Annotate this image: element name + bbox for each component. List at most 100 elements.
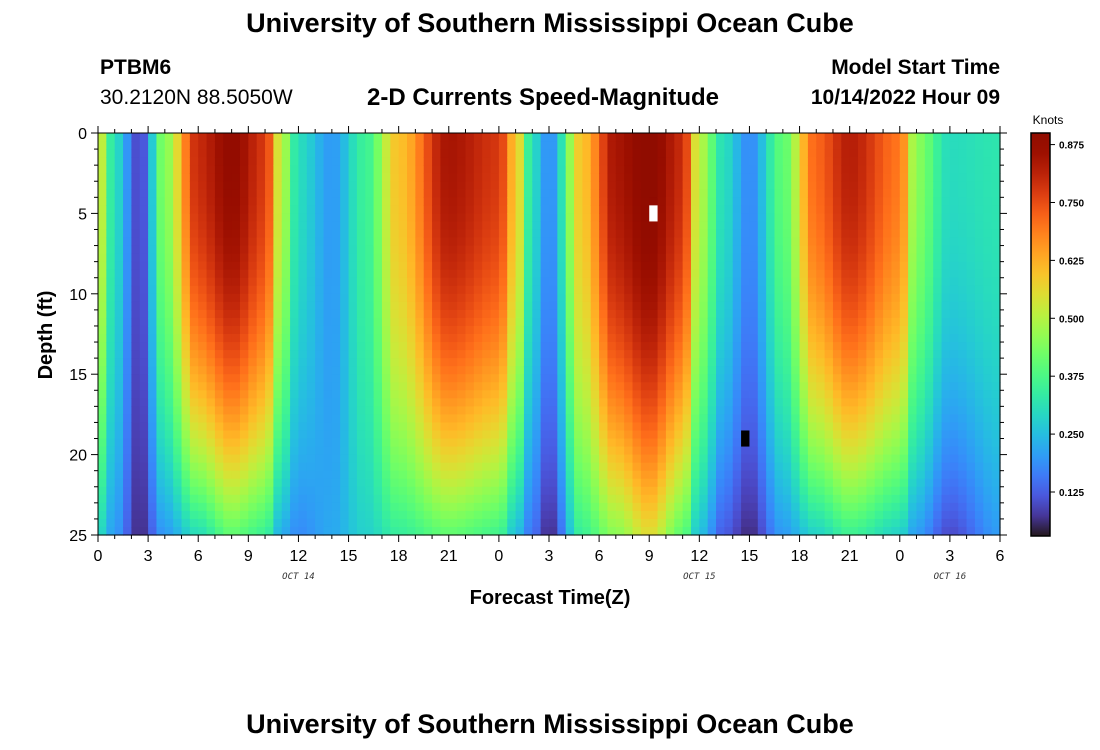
heatmap-cell bbox=[239, 406, 249, 415]
heatmap-cell bbox=[340, 526, 350, 536]
heatmap-cell bbox=[490, 478, 500, 488]
heatmap-cell bbox=[908, 446, 918, 456]
heatmap-cell bbox=[139, 366, 149, 375]
heatmap-cell bbox=[315, 358, 325, 367]
heatmap-cell bbox=[832, 342, 842, 351]
heatmap-cell bbox=[649, 462, 659, 472]
heatmap-cell bbox=[265, 293, 274, 303]
heatmap-cell bbox=[849, 398, 859, 407]
heatmap-cell bbox=[423, 309, 433, 319]
heatmap-cell bbox=[465, 518, 475, 528]
heatmap-cell bbox=[774, 422, 784, 432]
heatmap-cell bbox=[256, 253, 266, 263]
heatmap-cell bbox=[732, 414, 742, 424]
heatmap-cell bbox=[574, 277, 584, 287]
heatmap-cell bbox=[841, 518, 851, 528]
heatmap-cell bbox=[515, 334, 525, 343]
heatmap-cell bbox=[632, 374, 642, 383]
heatmap-cell bbox=[649, 133, 659, 142]
heatmap-cell bbox=[682, 205, 692, 214]
heatmap-cell bbox=[899, 414, 909, 424]
heatmap-cell bbox=[582, 189, 592, 198]
heatmap-cell bbox=[624, 245, 634, 255]
heatmap-cell bbox=[891, 430, 901, 440]
heatmap-cell bbox=[273, 301, 283, 311]
heatmap-cell bbox=[173, 422, 183, 432]
heatmap-cell bbox=[682, 293, 692, 303]
heatmap-cell bbox=[707, 518, 717, 528]
heatmap-cell bbox=[741, 358, 751, 367]
heatmap-cell bbox=[482, 502, 492, 512]
heatmap-cell bbox=[849, 141, 859, 150]
heatmap-cell bbox=[198, 366, 208, 375]
heatmap-cell bbox=[590, 149, 600, 158]
heatmap-cell bbox=[874, 374, 884, 383]
heatmap-cell bbox=[156, 325, 166, 335]
heatmap-cell bbox=[707, 502, 717, 512]
heatmap-cell bbox=[816, 309, 826, 319]
heatmap-cell bbox=[189, 133, 199, 142]
heatmap-cell bbox=[448, 277, 458, 287]
heatmap-cell bbox=[189, 486, 199, 496]
heatmap-cell bbox=[682, 189, 692, 198]
heatmap-cell bbox=[699, 422, 709, 432]
heatmap-cell bbox=[866, 173, 876, 182]
heatmap-cell bbox=[448, 213, 458, 223]
heatmap-cell bbox=[841, 205, 851, 214]
heatmap-cell bbox=[849, 285, 859, 295]
heatmap-cell bbox=[891, 390, 901, 399]
heatmap-cell bbox=[749, 317, 759, 327]
heatmap-cell bbox=[156, 181, 166, 190]
heatmap-cell bbox=[98, 486, 107, 496]
heatmap-cell bbox=[340, 277, 350, 287]
heatmap-cell bbox=[148, 269, 158, 279]
heatmap-cell bbox=[657, 486, 667, 496]
heatmap-cell bbox=[707, 285, 717, 295]
heatmap-cell bbox=[640, 189, 650, 198]
heatmap-cell bbox=[206, 277, 216, 287]
heatmap-cell bbox=[665, 446, 675, 456]
heatmap-cell bbox=[365, 406, 375, 415]
heatmap-cell bbox=[807, 173, 817, 182]
heatmap-cell bbox=[807, 325, 817, 335]
heatmap-cell bbox=[607, 309, 617, 319]
heatmap-cell bbox=[549, 309, 558, 319]
heatmap-cell bbox=[98, 149, 107, 158]
heatmap-cell bbox=[148, 454, 158, 464]
heatmap-cell bbox=[899, 398, 909, 407]
heatmap-cell bbox=[407, 486, 416, 496]
heatmap-cell bbox=[523, 325, 533, 335]
heatmap-cell bbox=[131, 414, 141, 424]
heatmap-cell bbox=[306, 486, 316, 496]
heatmap-cell bbox=[281, 390, 291, 399]
heatmap-cell bbox=[523, 277, 533, 287]
heatmap-cell bbox=[490, 237, 500, 247]
heatmap-cell bbox=[866, 245, 876, 255]
heatmap-cell bbox=[874, 221, 884, 231]
heatmap-cell bbox=[206, 213, 216, 223]
heatmap-cell bbox=[891, 526, 901, 536]
heatmap-cell bbox=[290, 149, 300, 158]
heatmap-cell bbox=[223, 293, 233, 303]
heatmap-cell bbox=[858, 470, 867, 480]
heatmap-cell bbox=[716, 245, 725, 255]
heatmap-cell bbox=[858, 165, 867, 174]
heatmap-cell bbox=[690, 398, 700, 407]
heatmap-cell bbox=[340, 253, 350, 263]
heatmap-cell bbox=[273, 293, 283, 303]
heatmap-cell bbox=[582, 366, 592, 375]
heatmap-cell bbox=[858, 502, 867, 512]
heatmap-cell bbox=[674, 133, 684, 142]
heatmap-cell bbox=[348, 406, 358, 415]
heatmap-cell bbox=[306, 430, 316, 440]
heatmap-cell bbox=[131, 494, 141, 504]
heatmap-cell bbox=[515, 253, 525, 263]
heatmap-cell bbox=[908, 510, 918, 520]
heatmap-cell bbox=[665, 277, 675, 287]
heatmap-cell bbox=[590, 237, 600, 247]
heatmap-cell bbox=[306, 414, 316, 424]
heatmap-cell bbox=[148, 221, 158, 231]
heatmap-cell bbox=[290, 133, 300, 142]
heatmap-cell bbox=[549, 237, 558, 247]
heatmap-cell bbox=[290, 165, 300, 174]
